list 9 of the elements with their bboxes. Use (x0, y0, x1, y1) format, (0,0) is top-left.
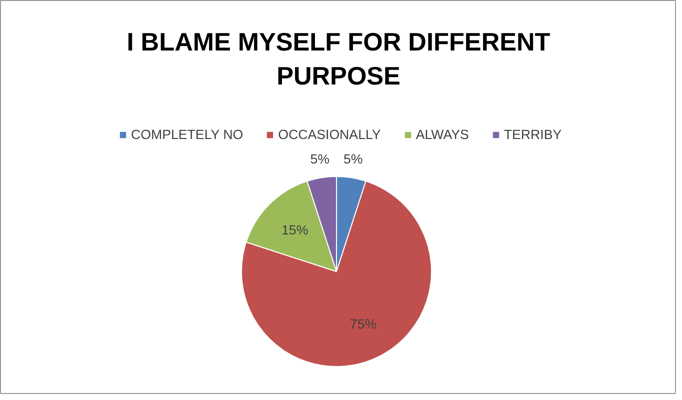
legend-label: COMPLETELY NO (131, 127, 244, 142)
data-label: 75% (350, 316, 377, 332)
data-label: 5% (310, 151, 330, 166)
data-label: 5% (344, 151, 363, 166)
chart-title: I BLAME MYSELF FOR DIFFERENT PURPOSE (126, 28, 551, 90)
data-label: 15% (282, 222, 308, 238)
legend-label: TERRIBY (504, 127, 562, 142)
legend-label: ALWAYS (416, 127, 469, 142)
legend-label: OCCASIONALLY (278, 127, 381, 142)
